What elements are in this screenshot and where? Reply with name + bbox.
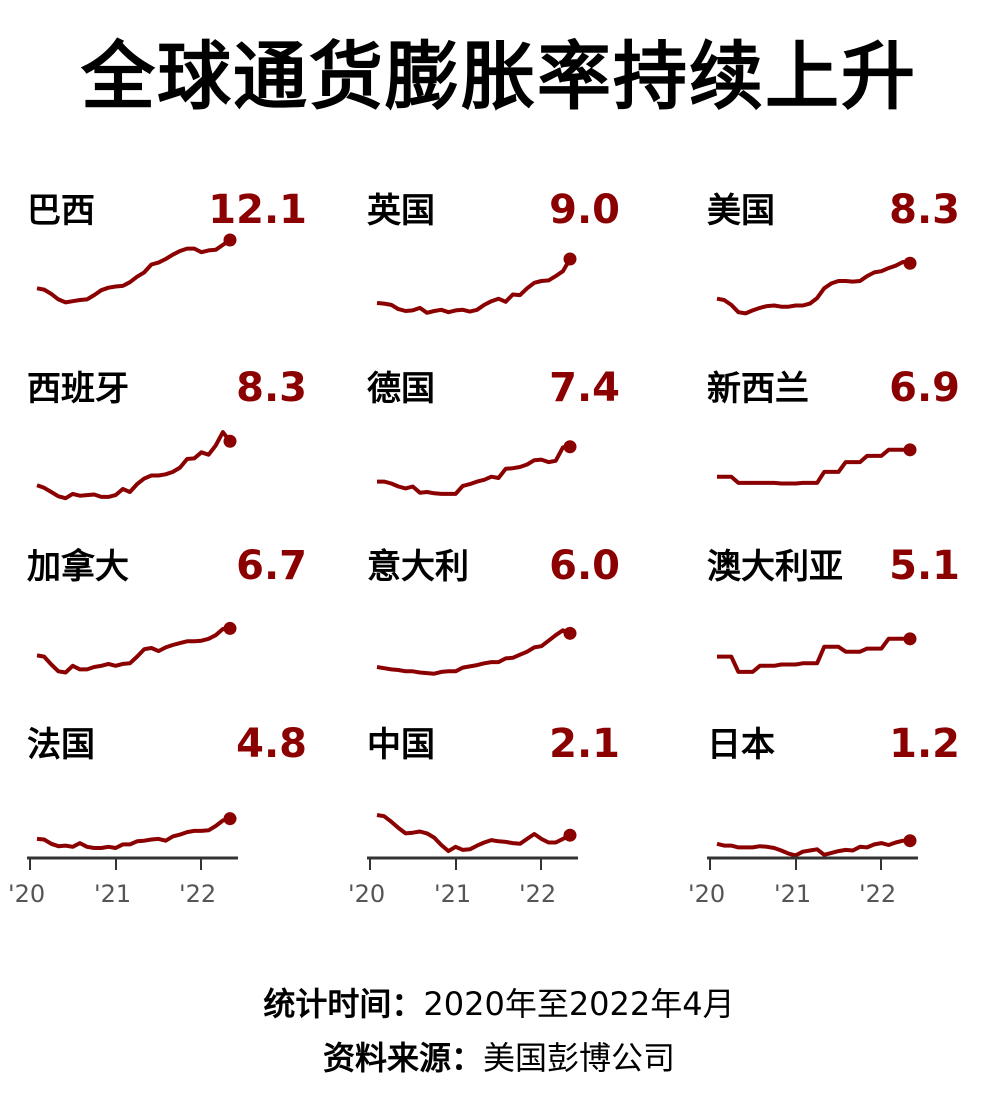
panel-12: 日本 1.2 '20 '21 '22: [680, 704, 998, 908]
latest-point-marker: [903, 834, 917, 848]
latest-value: 6.7: [236, 543, 307, 589]
panel-4: 西班牙 8.3: [0, 348, 330, 526]
sparkline-path: [716, 260, 911, 316]
time-label: 统计时间：: [263, 985, 424, 1023]
latest-value: 5.1: [889, 543, 960, 589]
sparkline-path: [377, 444, 571, 496]
source-label: 资料来源：: [322, 1039, 483, 1077]
country-label: 巴西: [27, 191, 95, 231]
latest-point-marker: [903, 256, 917, 270]
x-tick-label: '20: [688, 880, 726, 908]
panel-6: 新西兰 6.9: [680, 348, 998, 526]
panel-10: 法国 4.8 '20 '21 '22: [0, 704, 330, 908]
latest-point-marker: [563, 440, 577, 454]
panel-1: 巴西 12.1: [0, 170, 330, 348]
sparkline: [717, 632, 917, 674]
country-label: 新西兰: [707, 369, 809, 409]
latest-value: 8.3: [236, 365, 307, 411]
chart-title: 全球通货膨胀率持续上升: [81, 34, 917, 120]
sparkline-path: [36, 430, 232, 501]
latest-point-marker: [223, 233, 237, 247]
latest-point-marker: [563, 828, 577, 842]
source-value: 美国彭博公司: [483, 1039, 676, 1077]
latest-point-marker: [563, 626, 577, 640]
latest-value: 2.1: [549, 721, 620, 767]
country-label: 加拿大: [27, 547, 129, 587]
x-tick-label: '20: [8, 880, 46, 908]
latest-point-marker: [223, 621, 237, 635]
latest-value: 8.3: [889, 187, 960, 233]
sparkline-path: [376, 628, 571, 676]
latest-value: 6.9: [889, 365, 960, 411]
sparkline-path: [36, 238, 232, 305]
sparkline-path: [376, 257, 572, 315]
sparkline: [36, 430, 237, 501]
country-label: 澳大利亚: [707, 547, 843, 587]
sparkline: [707, 834, 918, 870]
x-tick-label: '21: [94, 880, 132, 908]
country-label: 意大利: [367, 547, 469, 587]
country-label: 法国: [27, 725, 95, 765]
latest-value: 12.1: [208, 187, 307, 233]
x-tick-label: '21: [774, 880, 812, 908]
sparkline-path: [717, 636, 910, 674]
x-tick-label: '21: [434, 880, 472, 908]
sparkline: [717, 443, 917, 486]
sparkline: [716, 256, 917, 316]
sparkline: [376, 252, 577, 315]
country-label: 西班牙: [27, 369, 129, 409]
latest-value: 6.0: [549, 543, 620, 589]
sparkline-path: [376, 813, 571, 854]
panel-7: 加拿大 6.7: [0, 526, 330, 704]
sparkline: [27, 812, 238, 870]
latest-point-marker: [223, 434, 237, 448]
panel-8: 意大利 6.0: [340, 526, 670, 704]
time-value: 2020年至2022年4月: [423, 985, 735, 1023]
x-tick-label: '22: [179, 880, 217, 908]
latest-value: 4.8: [236, 721, 307, 767]
sparkline: [377, 440, 577, 496]
latest-point-marker: [223, 812, 237, 826]
country-label: 德国: [367, 369, 435, 409]
sparkline: [367, 813, 578, 870]
footer-time: 统计时间：2020年至2022年4月: [0, 980, 998, 1028]
sparkline: [376, 626, 577, 676]
panel-3: 美国 8.3: [680, 170, 998, 348]
sparkline-path: [717, 447, 910, 486]
panel-2: 英国 9.0: [340, 170, 670, 348]
panel-9: 澳大利亚 5.1: [680, 526, 998, 704]
x-tick-label: '22: [519, 880, 557, 908]
sparkline: [36, 621, 237, 675]
panel-11: 中国 2.1 '20 '21 '22: [340, 704, 670, 908]
country-label: 美国: [707, 191, 775, 231]
latest-point-marker: [903, 443, 917, 457]
sparkline-path: [716, 838, 910, 858]
panel-5: 德国 7.4: [340, 348, 670, 526]
x-tick-label: '20: [348, 880, 386, 908]
latest-value: 7.4: [549, 365, 620, 411]
country-label: 日本: [707, 725, 775, 765]
sparkline-path: [36, 816, 231, 850]
sparkline-path: [36, 626, 231, 675]
x-tick-label: '22: [859, 880, 897, 908]
country-label: 英国: [367, 191, 435, 231]
latest-point-marker: [563, 252, 577, 266]
country-label: 中国: [367, 725, 435, 765]
footer-source: 资料来源：美国彭博公司: [0, 1034, 998, 1082]
latest-point-marker: [903, 632, 917, 646]
latest-value: 1.2: [889, 721, 960, 767]
sparkline: [36, 233, 237, 305]
latest-value: 9.0: [549, 187, 620, 233]
